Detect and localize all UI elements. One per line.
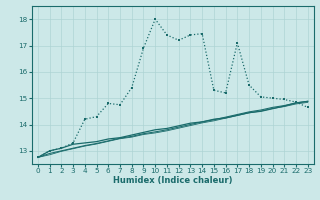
X-axis label: Humidex (Indice chaleur): Humidex (Indice chaleur) <box>113 176 233 185</box>
